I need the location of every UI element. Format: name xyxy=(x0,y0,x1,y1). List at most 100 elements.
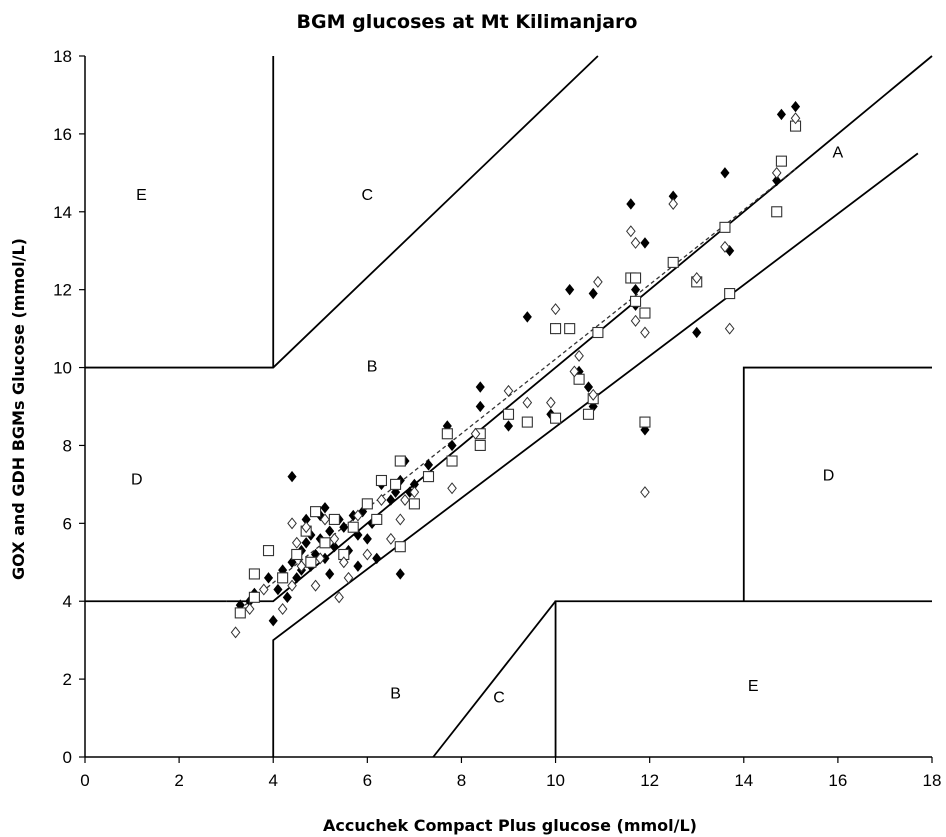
filled-diamond-point xyxy=(263,572,274,584)
filled-diamond-point xyxy=(522,311,532,323)
x-tick-label: 16 xyxy=(828,771,847,790)
open-diamond-point xyxy=(315,552,326,565)
zone-label-b: B xyxy=(367,358,378,375)
open-diamond-point xyxy=(503,384,514,397)
open-square-point xyxy=(639,307,651,319)
x-tick-label: 12 xyxy=(640,771,659,790)
open-square-point xyxy=(328,513,340,525)
filled-diamond-point xyxy=(287,470,297,483)
open-square-point xyxy=(375,474,388,487)
axes xyxy=(84,56,932,758)
open-diamond-point xyxy=(409,486,420,499)
x-tick-label: 14 xyxy=(734,771,753,790)
open-square-point xyxy=(639,416,651,428)
filled-diamond-point xyxy=(282,591,292,604)
zone-label-c: C xyxy=(493,689,505,706)
zone-label-d: D xyxy=(823,467,835,484)
open-square-point xyxy=(262,545,275,557)
open-square-point xyxy=(592,326,604,339)
y-tick-label: 14 xyxy=(53,203,72,222)
open-diamond-point xyxy=(339,556,349,569)
filled-diamond-point xyxy=(776,108,786,121)
open-diamond-point xyxy=(593,275,603,288)
open-diamond-point xyxy=(395,513,406,526)
open-diamond-point xyxy=(668,197,678,210)
open-square-point xyxy=(573,373,585,385)
open-diamond-point xyxy=(376,493,387,506)
filled-diamond-point xyxy=(320,502,330,514)
open-square-point xyxy=(771,206,783,218)
open-diamond-point xyxy=(362,548,373,561)
filled-diamond-point xyxy=(329,541,339,553)
zone-boundary-line xyxy=(226,55,933,603)
open-square-point xyxy=(629,295,642,307)
open-diamond-point xyxy=(470,427,481,440)
open-diamond-point xyxy=(569,365,580,378)
zone-boundary-line xyxy=(554,600,932,757)
open-diamond-point xyxy=(550,303,561,316)
open-square-point xyxy=(291,548,303,561)
filled-diamond-point xyxy=(447,439,457,452)
open-square-point xyxy=(310,506,322,518)
open-diamond-point xyxy=(626,225,636,238)
filled-diamond-point xyxy=(720,167,730,179)
filled-diamond-point xyxy=(268,615,278,627)
open-square-point xyxy=(394,541,406,553)
open-diamond-point xyxy=(630,314,641,327)
open-square-point xyxy=(446,455,458,467)
open-diamond-point xyxy=(640,326,650,339)
y-tick-label: 12 xyxy=(53,281,72,300)
zone-label-a: A xyxy=(833,144,844,161)
y-axis-label: GOX and GDH BGMs Glucose (mmol/L) xyxy=(9,238,28,580)
open-diamond-point xyxy=(522,396,533,409)
filled-diamond-point xyxy=(353,560,363,572)
open-square-point xyxy=(248,568,260,580)
open-diamond-point xyxy=(630,236,641,249)
open-square-point xyxy=(347,521,359,533)
open-diamond-point xyxy=(329,532,340,545)
y-tick-label: 0 xyxy=(63,748,72,767)
open-square-point xyxy=(550,323,562,335)
filled-diamond-point xyxy=(588,287,598,300)
filled-diamond-point xyxy=(292,572,302,584)
filled-diamond-point xyxy=(626,198,636,210)
chart-title: BGM glucoses at Mt Kilimanjaro xyxy=(297,11,638,33)
filled-diamond-point xyxy=(565,283,575,296)
open-square-point xyxy=(724,288,736,300)
open-diamond-point xyxy=(574,349,584,362)
filled-diamond-point xyxy=(583,381,594,393)
open-square-point xyxy=(319,537,331,549)
filled-diamond-point xyxy=(640,237,650,249)
x-tick-label: 2 xyxy=(174,771,183,790)
open-square-point xyxy=(441,428,453,440)
open-diamond-point xyxy=(301,521,311,534)
open-square-point xyxy=(248,591,260,603)
zone-boundaries xyxy=(85,55,933,758)
zone-label-d: D xyxy=(131,471,143,488)
y-tick-label: 4 xyxy=(63,592,72,611)
filled-diamond-point xyxy=(325,568,335,580)
open-diamond-point xyxy=(291,536,302,549)
y-tick-label: 16 xyxy=(53,125,72,144)
zone-boundary-line xyxy=(742,366,932,602)
zone-boundary-line xyxy=(432,600,557,758)
x-tick-label: 4 xyxy=(268,771,277,790)
open-square-point xyxy=(422,471,435,483)
open-diamond-point xyxy=(588,388,599,401)
open-square-point xyxy=(550,412,562,424)
filled-diamond-point xyxy=(339,521,349,533)
open-square-point xyxy=(371,513,383,525)
trendline xyxy=(244,168,796,606)
zone-label-c: C xyxy=(362,187,374,204)
zone-label-e: E xyxy=(748,678,759,695)
filled-diamond-point xyxy=(475,400,485,413)
open-square-point xyxy=(775,155,787,167)
open-square-point xyxy=(277,572,289,584)
open-square-point xyxy=(719,221,731,233)
open-diamond-point xyxy=(691,271,702,284)
y-tick-label: 6 xyxy=(63,514,72,533)
zone-boundary-line xyxy=(85,55,599,369)
filled-diamond-point xyxy=(503,420,514,432)
y-tick-label: 18 xyxy=(53,47,72,66)
open-diamond-point xyxy=(287,517,297,530)
